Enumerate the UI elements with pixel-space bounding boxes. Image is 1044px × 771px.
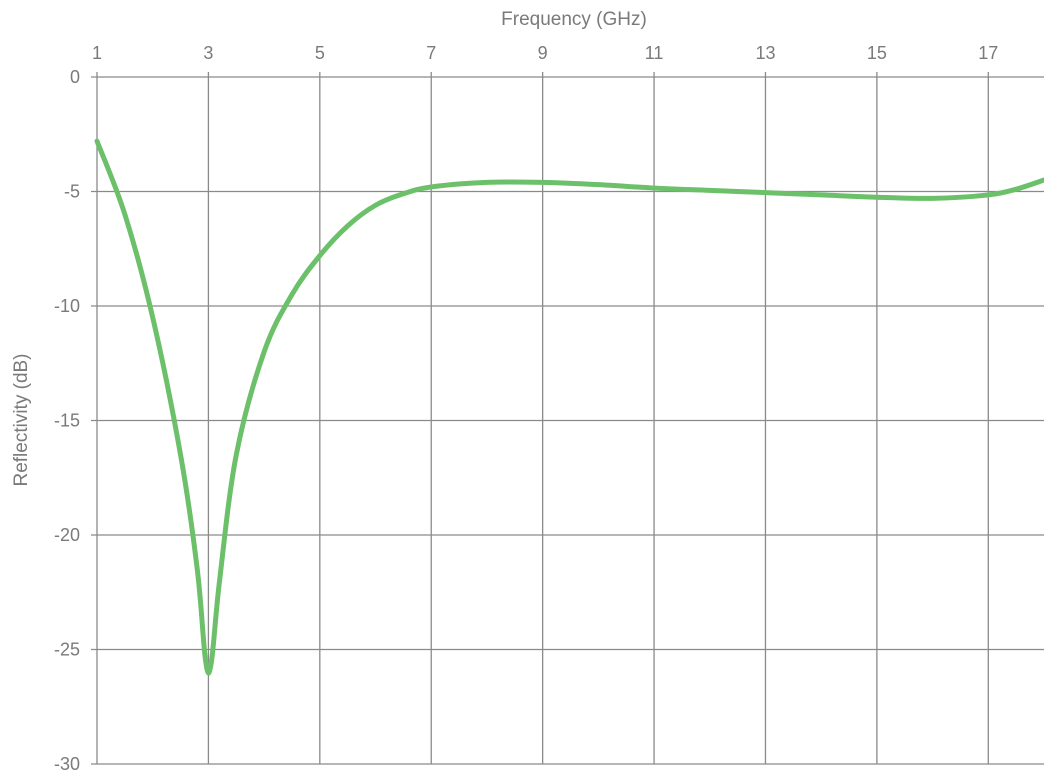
y-tick-label: -15 [54, 411, 80, 431]
x-tick-label: 17 [978, 43, 998, 63]
x-axis-title: Frequency (GHz) [501, 9, 647, 30]
x-tick-label: 9 [538, 43, 548, 63]
x-tick-label: 11 [645, 43, 664, 63]
y-tick-label: -30 [54, 754, 80, 771]
x-tick-label: 3 [203, 43, 213, 63]
x-tick-label: 7 [426, 43, 436, 63]
y-tick-label: -10 [54, 296, 80, 316]
y-tick-label: -25 [54, 640, 80, 660]
x-tick-label: 1 [92, 43, 102, 63]
grid [91, 72, 1044, 765]
x-tick-label: 13 [755, 43, 775, 63]
x-tick-label: 5 [315, 43, 325, 63]
x-tick-label: 15 [867, 43, 887, 63]
series-line [94, 138, 1044, 676]
y-tick-label: 0 [70, 67, 80, 87]
y-tick-label: -20 [54, 525, 80, 545]
tick-labels: 1 3 5 7 9 11 13 15 170-5-10-15-20-25-30 [54, 43, 998, 771]
series-layer [94, 138, 1044, 676]
y-tick-label: -5 [64, 182, 80, 202]
y-axis-title: Reflectivity (dB) [11, 353, 32, 486]
